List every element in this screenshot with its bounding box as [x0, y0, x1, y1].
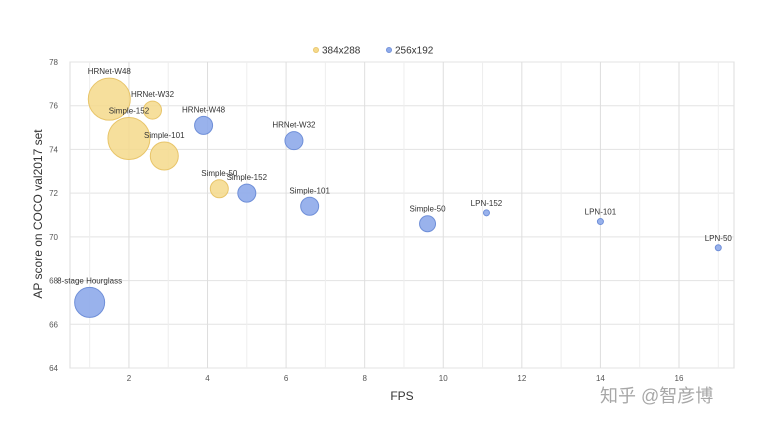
x-tick-label: 14: [596, 374, 605, 383]
x-tick-label: 16: [675, 374, 684, 383]
bubble-point: [74, 286, 106, 318]
bubble-point: [714, 244, 722, 252]
bubble-point: [419, 215, 437, 233]
y-axis-title: AP score on COCO val2017 set: [31, 129, 45, 299]
watermark-text: 知乎 @智彦博: [600, 386, 713, 406]
bubble-point: [237, 183, 257, 203]
bubble-point: [209, 179, 229, 199]
y-tick-label: 76: [49, 102, 58, 111]
x-tick-label: 4: [205, 374, 210, 383]
bubble-label: HRNet-W48: [182, 105, 226, 114]
bubble-point: [87, 77, 131, 121]
x-tick-label: 8: [362, 374, 367, 383]
x-tick-label: 6: [284, 374, 289, 383]
grid-lines: [69, 61, 735, 369]
y-tick-label: 72: [49, 189, 58, 198]
bubble-point: [143, 100, 163, 120]
bubble-point: [284, 131, 304, 151]
bubble-point: [596, 218, 604, 226]
y-tick-label: 68: [49, 277, 58, 286]
bubble-point: [107, 117, 151, 160]
bubble-label: LPN-50: [705, 234, 733, 243]
bubbles: [74, 77, 722, 318]
bubble-point: [482, 209, 490, 217]
bubble-label: HRNet-W32: [272, 121, 316, 130]
legend-label: 256x192: [395, 46, 434, 57]
x-tick-label: 12: [517, 374, 526, 383]
x-tick-label: 10: [439, 374, 448, 383]
bubble-label: HRNet-W48: [88, 67, 132, 76]
bubble-label: Simple-152: [227, 173, 268, 182]
y-tick-label: 70: [49, 233, 58, 242]
bubble-labels: HRNet-W48 HRNet-W32 Simple-152 Simple-101 Si…: [57, 67, 732, 285]
x-axis-title: FPS: [390, 389, 413, 403]
bubble-label: Simple-101: [144, 131, 185, 140]
bubble-label: LPN-152: [471, 199, 503, 208]
bubble-label: HRNet-W32: [131, 90, 175, 99]
y-tick-label: 74: [49, 145, 58, 154]
x-tick-label: 2: [127, 374, 132, 383]
bubble-label: Simple-152: [109, 107, 150, 116]
bubble-label: Simple-50: [201, 169, 238, 178]
plot-frame: [69, 61, 735, 369]
bubble-point: [149, 141, 179, 171]
legend: 384x288 256x192: [312, 46, 434, 57]
bubble-label: Simple-101: [289, 186, 330, 195]
y-tick-label: 66: [49, 320, 58, 329]
y-tick-label: 78: [49, 58, 58, 67]
y-tick-label: 64: [49, 364, 58, 373]
bubble-label: LPN-101: [585, 208, 617, 217]
bubble-point: [194, 115, 214, 135]
bubble-point: [300, 196, 320, 216]
legend-marker: [312, 47, 319, 54]
legend-marker: [385, 47, 392, 54]
bubble-label: Simple-50: [410, 205, 447, 214]
legend-label: 384x288: [322, 46, 361, 57]
bubble-label: 8-stage Hourglass: [57, 276, 122, 285]
